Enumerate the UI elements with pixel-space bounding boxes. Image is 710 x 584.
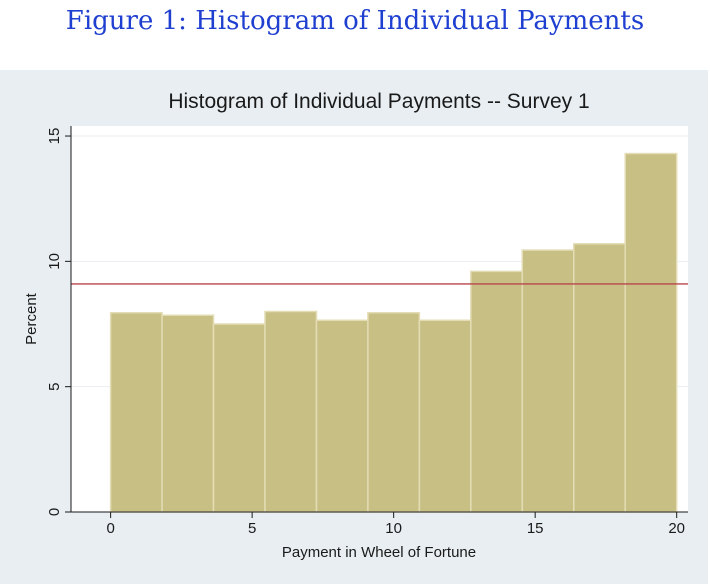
axes: 0 5 10 15 20 0 5 10 15 (46, 126, 688, 537)
histogram-bar (418, 319, 472, 513)
histogram-chart: 0 5 10 15 20 0 5 10 15 Histogram of Individual P… (23, 90, 688, 561)
histogram-bars (109, 152, 678, 513)
x-axis-title: Payment in Wheel of Fortune (282, 544, 476, 561)
x-tick-label: 5 (248, 520, 256, 537)
histogram-bar (109, 311, 163, 513)
histogram-bar (161, 314, 215, 513)
histogram-bar (367, 311, 421, 513)
y-tick-label: 15 (46, 128, 63, 145)
x-tick-label: 20 (668, 520, 685, 537)
y-axis-title: Percent (23, 292, 40, 345)
histogram-bar (624, 152, 678, 513)
chart-panel: 0 5 10 15 20 0 5 10 15 Histogram of Individual P… (0, 70, 708, 584)
histogram-bar (470, 270, 524, 513)
histogram-bar (521, 249, 575, 513)
histogram-bar (315, 319, 369, 513)
histogram-bar (212, 323, 266, 513)
y-tick-label: 5 (46, 383, 63, 391)
figure-caption: Figure 1: Histogram of Individual Paymen… (65, 6, 645, 36)
histogram-bar (264, 310, 318, 513)
chart-title: Histogram of Individual Payments -- Surv… (168, 90, 589, 113)
x-tick-label: 15 (527, 520, 544, 537)
x-tick-label: 10 (385, 520, 402, 537)
y-tick-label: 10 (46, 253, 63, 270)
y-tick-label: 0 (46, 508, 63, 516)
x-tick-label: 0 (106, 520, 114, 537)
